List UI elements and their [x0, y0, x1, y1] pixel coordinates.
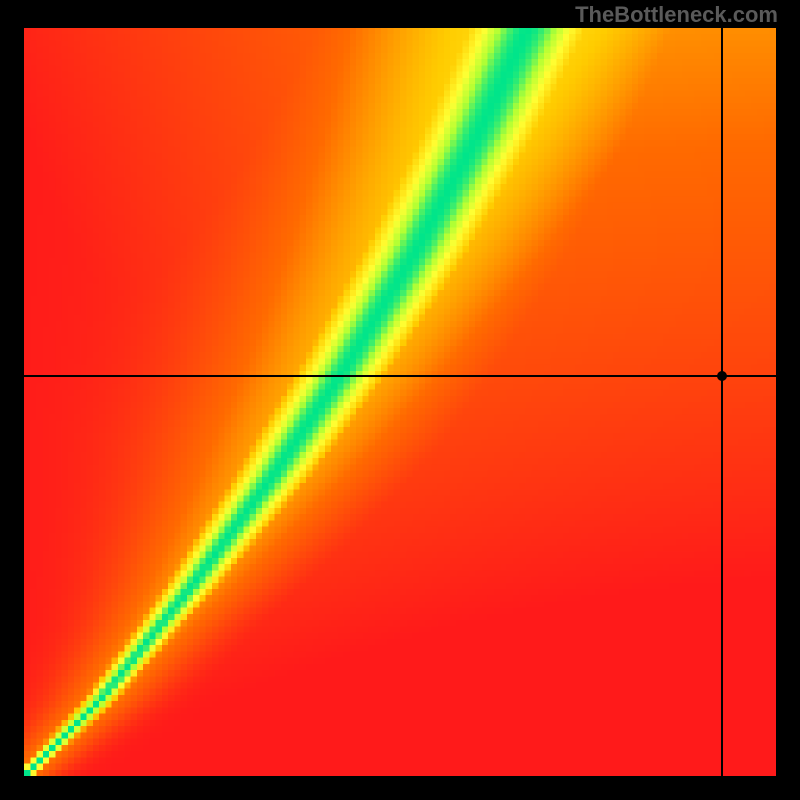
crosshair-horizontal	[24, 375, 776, 377]
watermark-text: TheBottleneck.com	[575, 2, 778, 28]
crosshair-vertical	[721, 28, 723, 776]
heatmap-canvas	[24, 28, 776, 776]
heatmap-plot	[24, 28, 776, 776]
crosshair-point	[717, 371, 727, 381]
